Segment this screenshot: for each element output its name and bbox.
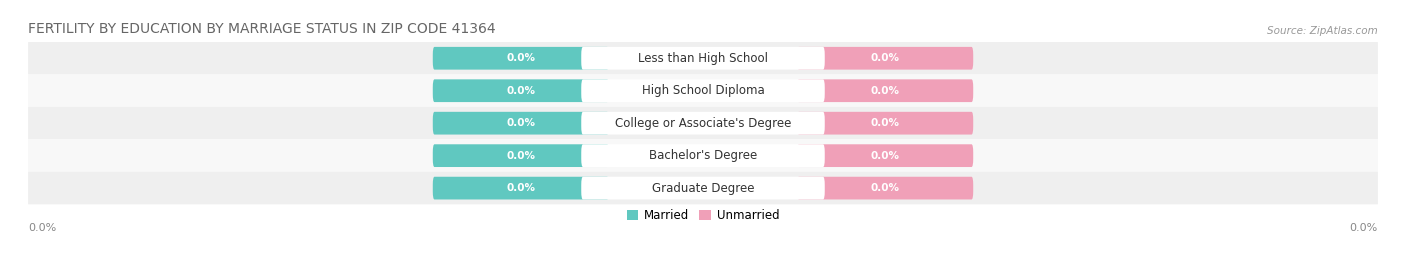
Text: High School Diploma: High School Diploma: [641, 84, 765, 97]
Text: Graduate Degree: Graduate Degree: [652, 182, 754, 194]
Text: 0.0%: 0.0%: [870, 151, 900, 161]
FancyBboxPatch shape: [28, 42, 1378, 75]
Text: FERTILITY BY EDUCATION BY MARRIAGE STATUS IN ZIP CODE 41364: FERTILITY BY EDUCATION BY MARRIAGE STATU…: [28, 22, 496, 36]
Text: 0.0%: 0.0%: [506, 118, 536, 128]
FancyBboxPatch shape: [28, 75, 1378, 107]
Text: Less than High School: Less than High School: [638, 52, 768, 65]
Text: Bachelor's Degree: Bachelor's Degree: [650, 149, 756, 162]
FancyBboxPatch shape: [433, 177, 609, 200]
FancyBboxPatch shape: [797, 144, 973, 167]
FancyBboxPatch shape: [28, 139, 1378, 172]
Text: 0.0%: 0.0%: [506, 151, 536, 161]
Text: 0.0%: 0.0%: [1350, 223, 1378, 233]
FancyBboxPatch shape: [797, 177, 973, 200]
FancyBboxPatch shape: [433, 79, 609, 102]
Text: 0.0%: 0.0%: [870, 86, 900, 96]
FancyBboxPatch shape: [433, 144, 609, 167]
FancyBboxPatch shape: [433, 47, 609, 70]
FancyBboxPatch shape: [797, 47, 973, 70]
FancyBboxPatch shape: [581, 177, 825, 200]
FancyBboxPatch shape: [581, 79, 825, 102]
FancyBboxPatch shape: [797, 79, 973, 102]
Text: 0.0%: 0.0%: [28, 223, 56, 233]
FancyBboxPatch shape: [797, 112, 973, 134]
Text: College or Associate's Degree: College or Associate's Degree: [614, 117, 792, 130]
FancyBboxPatch shape: [28, 107, 1378, 139]
Text: 0.0%: 0.0%: [870, 183, 900, 193]
Text: 0.0%: 0.0%: [506, 86, 536, 96]
FancyBboxPatch shape: [581, 144, 825, 167]
Text: Source: ZipAtlas.com: Source: ZipAtlas.com: [1267, 26, 1378, 36]
Text: 0.0%: 0.0%: [870, 53, 900, 63]
FancyBboxPatch shape: [581, 47, 825, 70]
Text: 0.0%: 0.0%: [870, 118, 900, 128]
Text: 0.0%: 0.0%: [506, 183, 536, 193]
FancyBboxPatch shape: [28, 172, 1378, 204]
Legend: Married, Unmarried: Married, Unmarried: [627, 209, 779, 222]
FancyBboxPatch shape: [433, 112, 609, 134]
FancyBboxPatch shape: [581, 112, 825, 134]
Text: 0.0%: 0.0%: [506, 53, 536, 63]
